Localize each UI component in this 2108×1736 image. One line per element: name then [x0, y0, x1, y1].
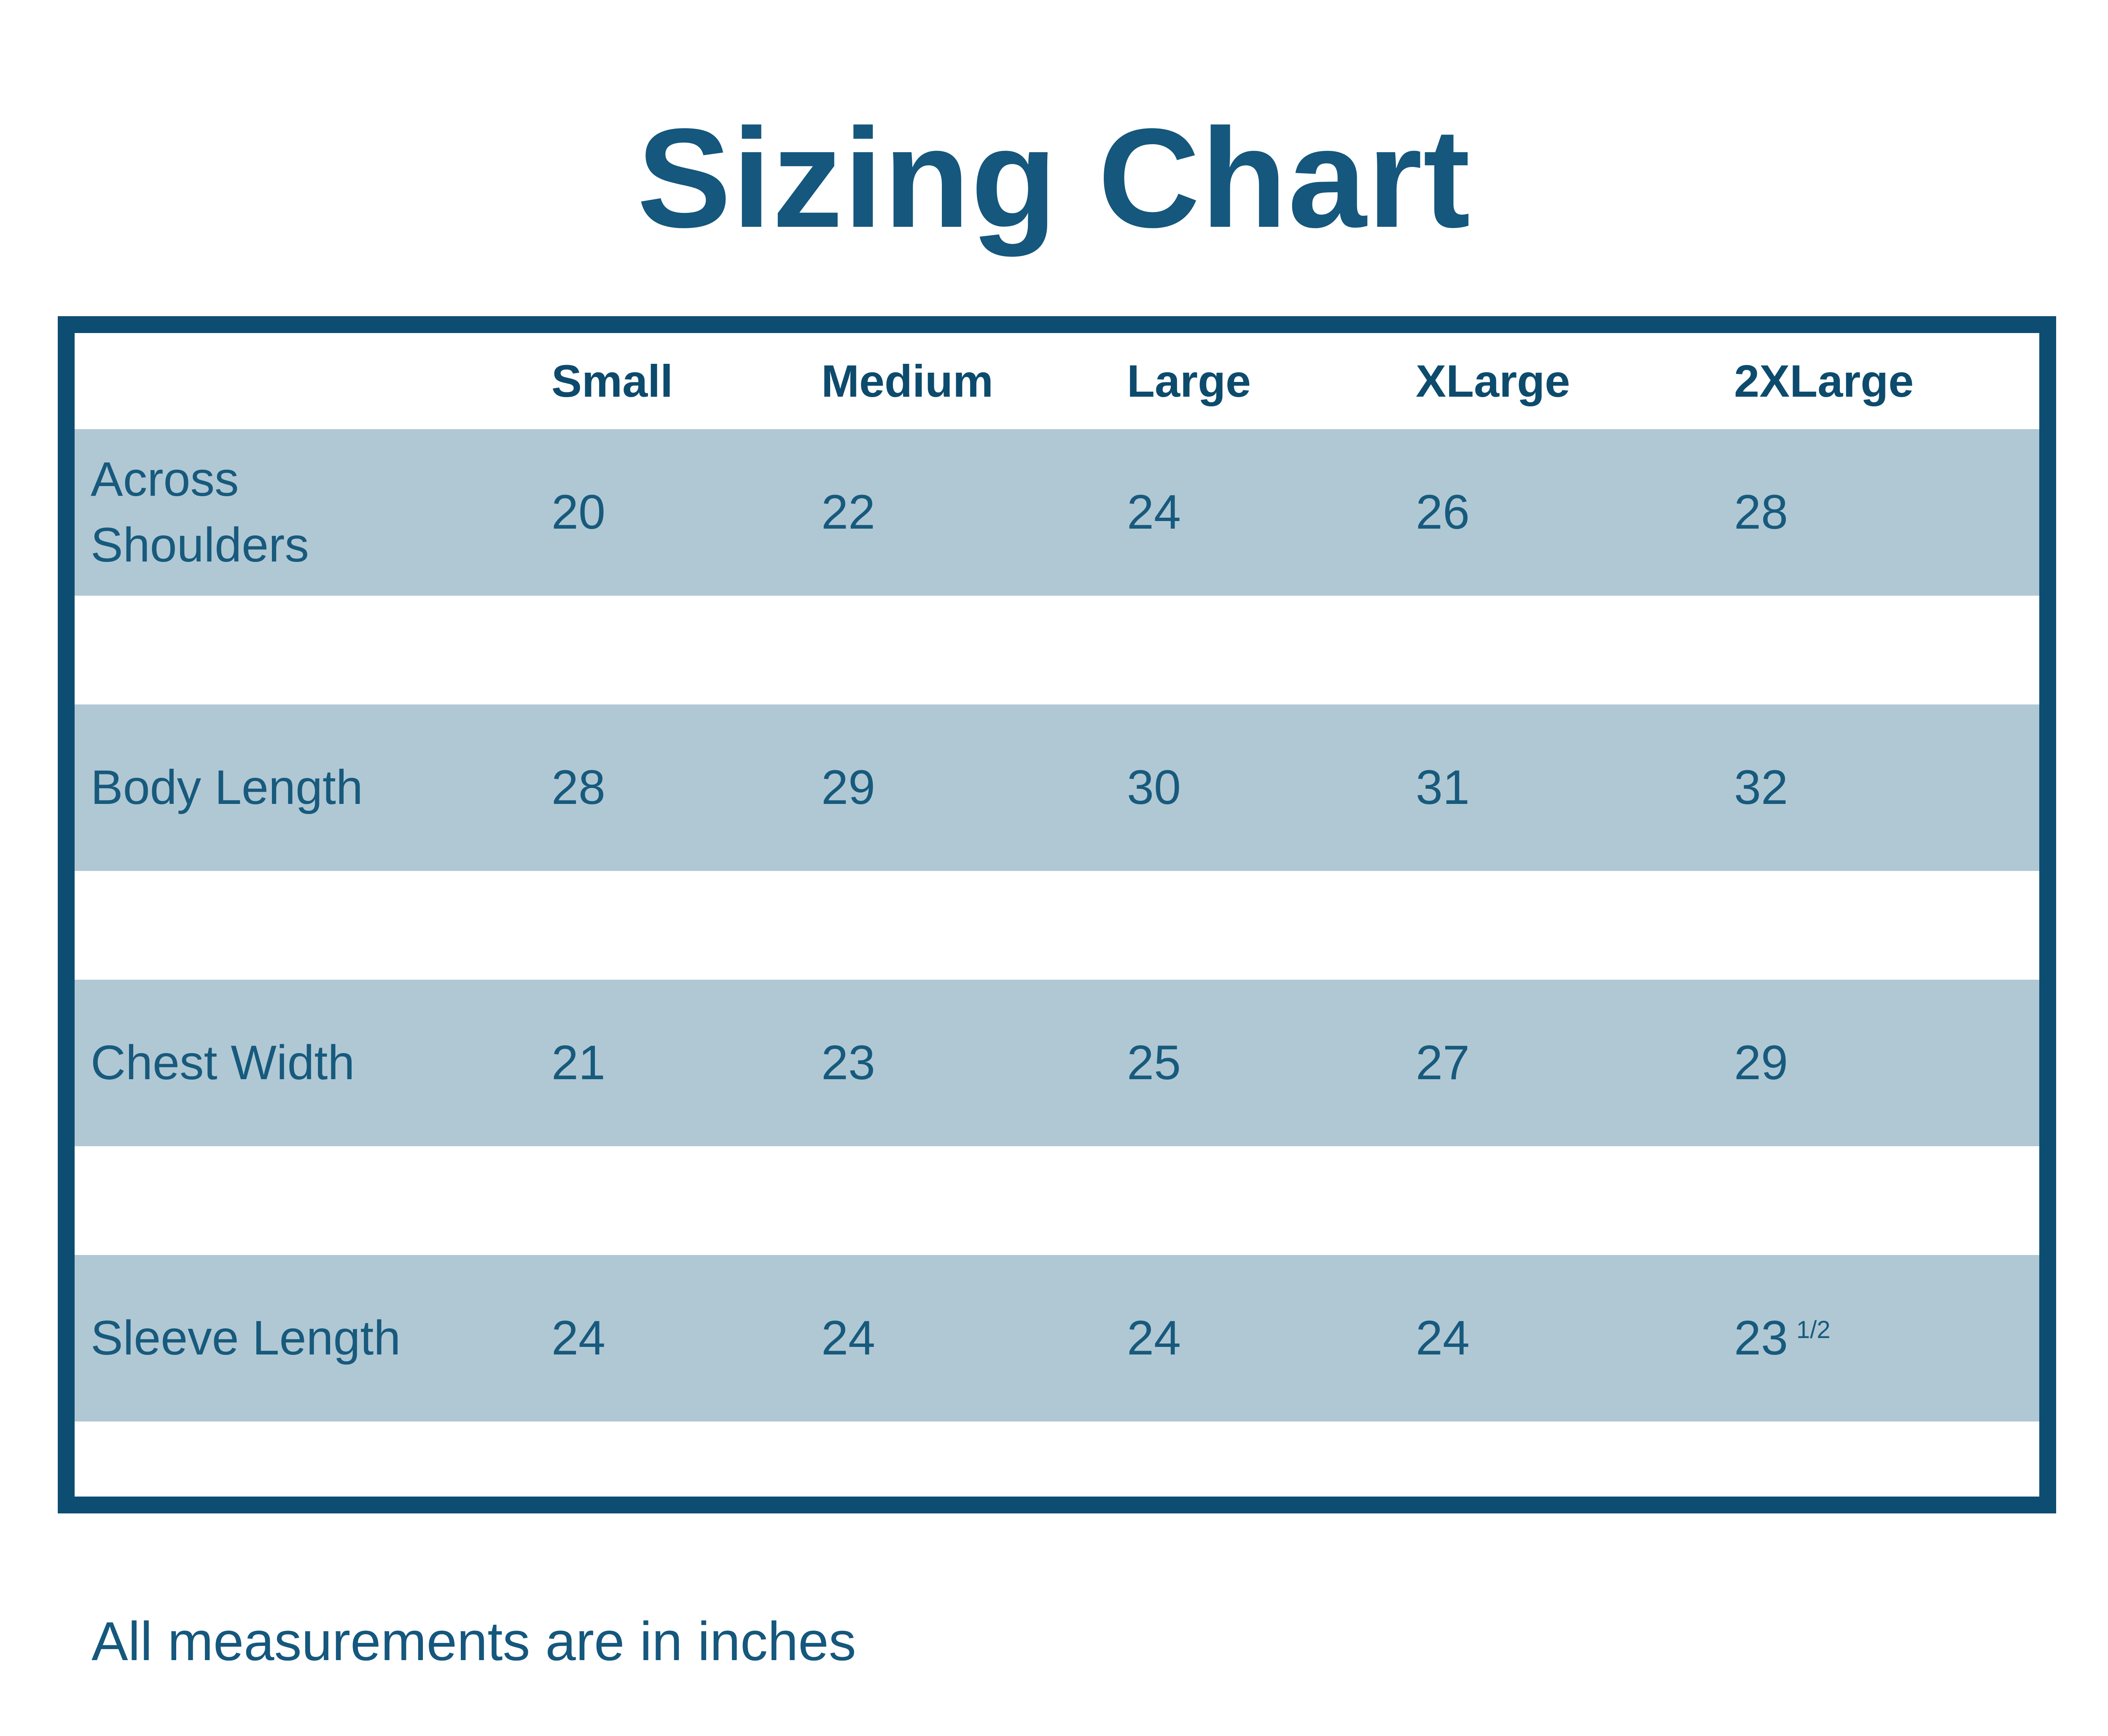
sizing-table: Small Medium Large XLarge 2XLarge Across…	[58, 316, 2056, 1513]
table-cell: 23	[821, 1035, 875, 1090]
row-label: Sleeve Length	[91, 1311, 401, 1365]
table-cell: 20	[551, 485, 605, 539]
column-header-2xlarge: 2XLarge	[1734, 355, 1914, 406]
sleeve-2xlarge-value: 23	[1734, 1311, 1788, 1365]
table-cell: 24	[1416, 1311, 1470, 1365]
fraction-half: 1/2	[1796, 1316, 1831, 1344]
table-cell: 24	[1127, 485, 1181, 539]
table-row-chest-width: Chest Width 21 23 25 27 29	[75, 980, 2039, 1146]
table-row-sleeve-length: Sleeve Length 24 24 24 24 23 1/2	[75, 1255, 2039, 1422]
column-header-large: Large	[1127, 355, 1251, 406]
table-cell: 23 1/2	[1734, 1306, 2039, 1371]
table-cell: 22	[821, 485, 875, 539]
table-cell: 32	[1734, 760, 1788, 814]
row-spacer	[75, 1146, 2039, 1255]
column-header-medium: Medium	[821, 355, 994, 406]
row-label: Chest Width	[91, 1035, 355, 1090]
table-cell: 27	[1416, 1035, 1470, 1090]
table-cell: 21	[551, 1035, 605, 1090]
page-title: Sizing Chart	[637, 99, 1471, 257]
table-cell: 31	[1416, 760, 1470, 814]
footer-note: All measurements are in inches	[91, 1610, 856, 1672]
row-label: Body Length	[91, 760, 363, 814]
column-header-small: Small	[551, 355, 673, 406]
row-spacer	[75, 871, 2039, 980]
row-spacer	[75, 596, 2039, 704]
table-cell: 24	[821, 1311, 875, 1365]
table-cell: 24	[1127, 1311, 1181, 1365]
table-row-body-length: Body Length 28 29 30 31 32	[75, 704, 2039, 871]
table-cell: 28	[1734, 485, 1788, 539]
table-cell: 29	[1734, 1035, 1788, 1090]
table-cell: 25	[1127, 1035, 1181, 1090]
table-cell: 29	[821, 760, 875, 814]
table-cell: 26	[1416, 485, 1470, 539]
column-header-xlarge: XLarge	[1416, 355, 1570, 406]
table-cell: 30	[1127, 760, 1181, 814]
table-cell: 28	[551, 760, 605, 814]
row-label: Across Shoulders	[91, 452, 309, 572]
table-row-across-shoulders: Across Shoulders 20 22 24 26 28	[75, 429, 2039, 596]
table-cell: 24	[551, 1311, 605, 1365]
table-header-row: Small Medium Large XLarge 2XLarge	[75, 333, 2039, 429]
